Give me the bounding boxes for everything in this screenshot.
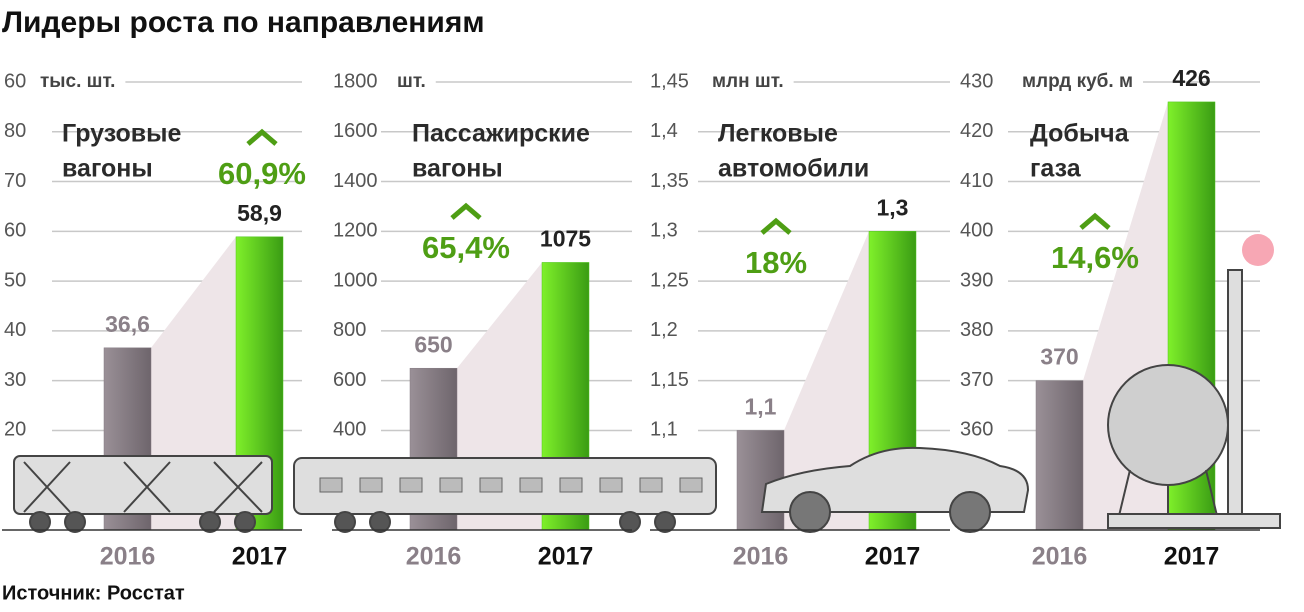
y-tick-label: 1000 <box>333 269 378 291</box>
y-tick-label: 1,4 <box>650 120 678 142</box>
value-label: 1,3 <box>877 194 909 220</box>
y-tick-label: 60 <box>4 70 26 92</box>
page-title: Лидеры роста по направлениям <box>2 6 485 39</box>
x-tick-label: 2017 <box>1164 543 1220 571</box>
y-tick-label: 50 <box>4 269 26 291</box>
y-tick-label: 410 <box>960 170 993 192</box>
value-label: 36,6 <box>105 311 150 337</box>
growth-caret <box>246 128 278 146</box>
unit-label: тыс. шт. <box>40 71 115 92</box>
y-tick-label: 60 <box>4 220 26 242</box>
x-tick-label: 2016 <box>100 543 156 571</box>
growth-caret <box>760 217 792 235</box>
growth-shade <box>784 231 869 531</box>
panel-title: вагоны <box>412 155 503 183</box>
unit-label: шт. <box>397 71 426 92</box>
growth-caret <box>450 202 482 220</box>
value-label: 58,9 <box>237 200 282 226</box>
source: Источник: Росстат <box>2 582 185 604</box>
y-tick-label: 400 <box>333 419 366 441</box>
y-tick-label: 40 <box>4 319 26 341</box>
value-label: 650 <box>414 331 452 357</box>
y-tick-label: 80 <box>4 120 26 142</box>
y-tick-label: 1600 <box>333 120 378 142</box>
x-tick-label: 2017 <box>232 543 288 571</box>
freight-wagon <box>13 455 273 515</box>
growth-label: 60,9% <box>218 156 306 191</box>
chimney <box>1227 269 1243 521</box>
y-tick-label: 1,1 <box>650 419 678 441</box>
flame <box>1242 234 1274 266</box>
y-tick-label: 800 <box>333 319 366 341</box>
y-tick-label: 1400 <box>333 170 378 192</box>
y-tick-label: 1,35 <box>650 170 689 192</box>
growth-label: 65,4% <box>422 230 510 265</box>
x-tick-label: 2017 <box>865 543 921 571</box>
y-tick-label: 1200 <box>333 220 378 242</box>
y-tick-label: 20 <box>4 419 26 441</box>
growth-label: 14,6% <box>1051 240 1139 275</box>
value-label: 426 <box>1172 65 1210 91</box>
y-tick-label: 1800 <box>333 70 378 92</box>
car-wheel <box>789 491 831 533</box>
y-tick-label: 370 <box>960 369 993 391</box>
value-label: 370 <box>1040 344 1078 370</box>
unit-label: млрд куб. м <box>1022 71 1133 92</box>
x-tick-label: 2016 <box>1032 543 1088 571</box>
growth-label: 18% <box>745 245 807 280</box>
y-tick-label: 1,15 <box>650 369 689 391</box>
car-windows <box>319 477 703 493</box>
panel-title: Грузовые <box>62 120 182 148</box>
panel-title: Легковые <box>718 120 838 148</box>
y-tick-label: 30 <box>4 369 26 391</box>
wagon-frame <box>23 461 263 513</box>
panel-title: газа <box>1030 155 1082 183</box>
y-tick-label: 1,45 <box>650 70 689 92</box>
value-label: 1,1 <box>745 394 777 420</box>
panel-title: Добыча <box>1030 120 1130 148</box>
x-tick-label: 2016 <box>406 543 462 571</box>
panel-title: вагоны <box>62 155 153 183</box>
illustrations <box>13 234 1281 533</box>
x-tick-label: 2016 <box>733 543 789 571</box>
y-tick-label: 420 <box>960 120 993 142</box>
value-label: 1075 <box>540 226 591 252</box>
car-wheel <box>949 491 991 533</box>
wheels <box>29 511 676 533</box>
y-tick-label: 390 <box>960 269 993 291</box>
y-tick-label: 380 <box>960 319 993 341</box>
panel-title: Пассажирские <box>412 120 590 148</box>
gas-tank <box>1107 364 1229 486</box>
x-tick-label: 2017 <box>538 543 594 571</box>
y-tick-label: 430 <box>960 70 993 92</box>
y-tick-label: 70 <box>4 170 26 192</box>
tank-base <box>1107 513 1281 529</box>
bar <box>1035 380 1084 531</box>
y-tick-label: 400 <box>960 220 993 242</box>
panel-title: автомобили <box>718 155 869 183</box>
y-tick-label: 360 <box>960 419 993 441</box>
unit-label: млн шт. <box>712 71 784 92</box>
y-tick-label: 1,3 <box>650 220 678 242</box>
passenger-car <box>293 457 717 515</box>
y-tick-label: 600 <box>333 369 366 391</box>
y-tick-label: 1,25 <box>650 269 689 291</box>
growth-caret <box>1079 212 1111 230</box>
y-tick-label: 1,2 <box>650 319 678 341</box>
